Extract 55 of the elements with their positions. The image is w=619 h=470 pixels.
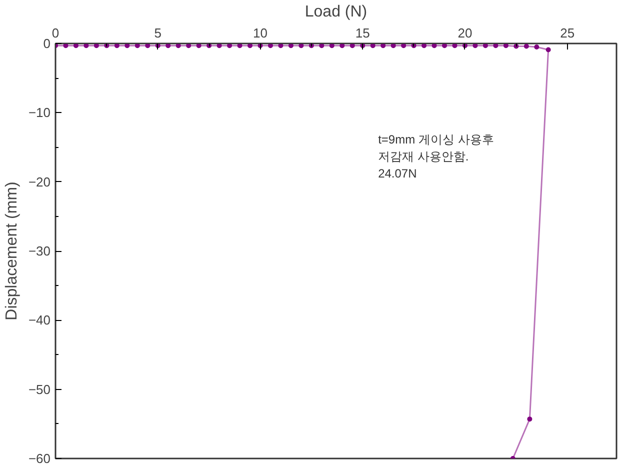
point xyxy=(340,44,345,48)
point xyxy=(319,44,324,48)
point xyxy=(401,44,406,48)
point xyxy=(534,44,540,50)
y-tick-label: −20 xyxy=(28,174,51,190)
point xyxy=(524,44,529,49)
point xyxy=(176,44,181,48)
point xyxy=(63,44,68,48)
point xyxy=(196,44,202,48)
point xyxy=(380,44,386,48)
point xyxy=(73,44,78,48)
point xyxy=(237,44,242,48)
point xyxy=(227,44,232,48)
point xyxy=(390,44,396,48)
point xyxy=(124,44,130,48)
point xyxy=(298,44,304,48)
point xyxy=(350,44,355,48)
point xyxy=(94,44,99,48)
y-tick-label: −50 xyxy=(28,382,51,397)
point xyxy=(134,44,140,48)
x-tick-label: 20 xyxy=(458,26,472,40)
point xyxy=(370,44,376,48)
point xyxy=(145,44,150,48)
point xyxy=(442,44,448,48)
annotation: t=9mm 게이싱 사용후 저감재 사용안함. 24.07N xyxy=(378,132,494,180)
point xyxy=(472,44,478,48)
point xyxy=(268,44,273,48)
y-tick-label: 0 xyxy=(43,36,51,51)
y-tick-label: −10 xyxy=(28,105,51,120)
y-tick-label: −30 xyxy=(28,244,51,258)
x-tick-label: 10 xyxy=(253,26,268,40)
point xyxy=(329,44,334,48)
x-tick-label: 5 xyxy=(154,26,162,40)
y-axis-title: Displacement (mm) xyxy=(3,182,20,320)
point xyxy=(216,44,222,48)
x-tick-label: 15 xyxy=(355,26,370,40)
point xyxy=(166,44,171,48)
y-tick-label: −60 xyxy=(28,451,51,466)
point xyxy=(432,44,437,48)
y-tick-label: −40 xyxy=(28,312,51,328)
point xyxy=(546,47,551,52)
point xyxy=(248,44,253,48)
point xyxy=(278,44,284,48)
point xyxy=(493,44,498,48)
point xyxy=(482,44,488,48)
point xyxy=(84,44,89,48)
point xyxy=(503,44,508,48)
point xyxy=(422,44,427,48)
point xyxy=(288,44,294,48)
point xyxy=(452,44,458,48)
point xyxy=(186,44,192,48)
point xyxy=(527,416,532,422)
x-axis-title: Load (N) xyxy=(304,4,368,20)
x-tick-label: 25 xyxy=(560,26,575,40)
point xyxy=(114,44,120,48)
